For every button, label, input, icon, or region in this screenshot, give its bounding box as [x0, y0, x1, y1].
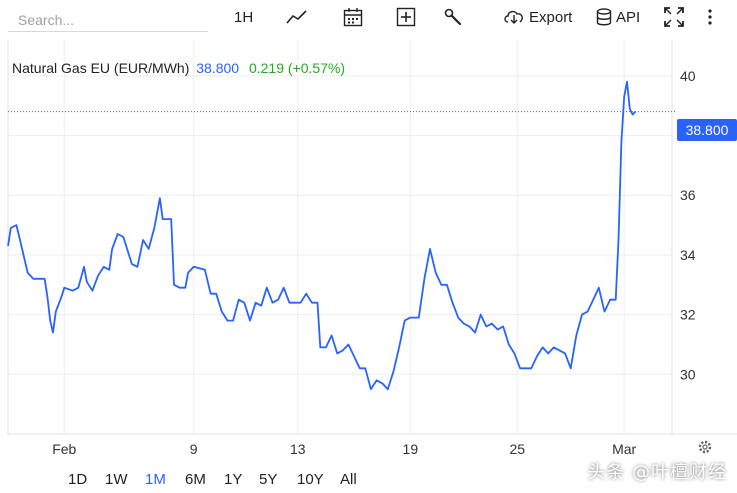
x-tick-label: 13: [290, 441, 306, 457]
price-series-line: [7, 80, 637, 391]
fullscreen-icon: [664, 7, 684, 27]
interval-label: 1H: [234, 8, 254, 26]
range-1m-button[interactable]: 1M: [145, 471, 166, 488]
chart-type-button[interactable]: [286, 5, 308, 29]
legend-price: 38.800: [196, 60, 240, 76]
x-tick-label: 25: [509, 441, 525, 457]
range-6m-button[interactable]: 6M: [185, 471, 206, 488]
more-options-button[interactable]: [706, 5, 714, 29]
range-all-button[interactable]: All: [340, 471, 357, 488]
wrench-icon: [444, 8, 462, 26]
line-chart-icon: [286, 10, 307, 24]
x-tick-label: 9: [190, 441, 198, 457]
range-1d-button[interactable]: 1D: [68, 471, 88, 488]
export-button[interactable]: Export: [503, 5, 572, 29]
chart-settings-gear-icon[interactable]: [698, 440, 712, 454]
kebab-menu-icon: [708, 9, 712, 25]
y-tick-label: 30: [680, 366, 696, 382]
chart-legend: Natural Gas EU (EUR/MWh) 38.800 0.219 (+…: [12, 60, 345, 76]
range-selector: 1D 1W 1M 6M 1Y 5Y 10Y All: [0, 460, 737, 493]
settings-tools-button[interactable]: [443, 5, 463, 29]
current-price-tag: 38.800: [677, 119, 737, 141]
watermark: 头条 @叶檀财经: [587, 462, 727, 483]
database-icon: [596, 8, 612, 26]
api-button[interactable]: API: [596, 5, 640, 29]
legend-change: 0.219 (+0.57%): [248, 60, 346, 76]
add-indicator-button[interactable]: [396, 5, 416, 29]
export-label: Export: [529, 8, 573, 26]
date-range-button[interactable]: [343, 5, 363, 29]
x-tick-label: Feb: [52, 441, 76, 457]
x-tick-label: 19: [403, 441, 419, 457]
range-1w-button[interactable]: 1W: [105, 471, 128, 488]
plus-box-icon: [396, 7, 416, 27]
api-label: API: [616, 8, 641, 26]
y-tick-label: 40: [680, 68, 696, 84]
range-10y-button[interactable]: 10Y: [297, 471, 324, 488]
cloud-download-icon: [504, 10, 523, 24]
y-tick-label: 36: [680, 187, 696, 203]
instrument-name: Natural Gas EU (EUR/MWh): [12, 60, 190, 76]
fullscreen-button[interactable]: [664, 5, 684, 29]
calendar-icon: [343, 8, 363, 27]
toolbar: 1H Exp: [0, 0, 737, 36]
search-input[interactable]: [8, 8, 208, 32]
price-chart[interactable]: 303234363840Feb9131925Mar: [0, 0, 737, 460]
interval-button[interactable]: 1H: [234, 5, 253, 29]
range-1y-button[interactable]: 1Y: [224, 471, 243, 488]
y-tick-label: 34: [680, 247, 696, 263]
x-tick-label: Mar: [612, 441, 636, 457]
y-tick-label: 32: [680, 307, 696, 323]
range-5y-button[interactable]: 5Y: [259, 471, 278, 488]
